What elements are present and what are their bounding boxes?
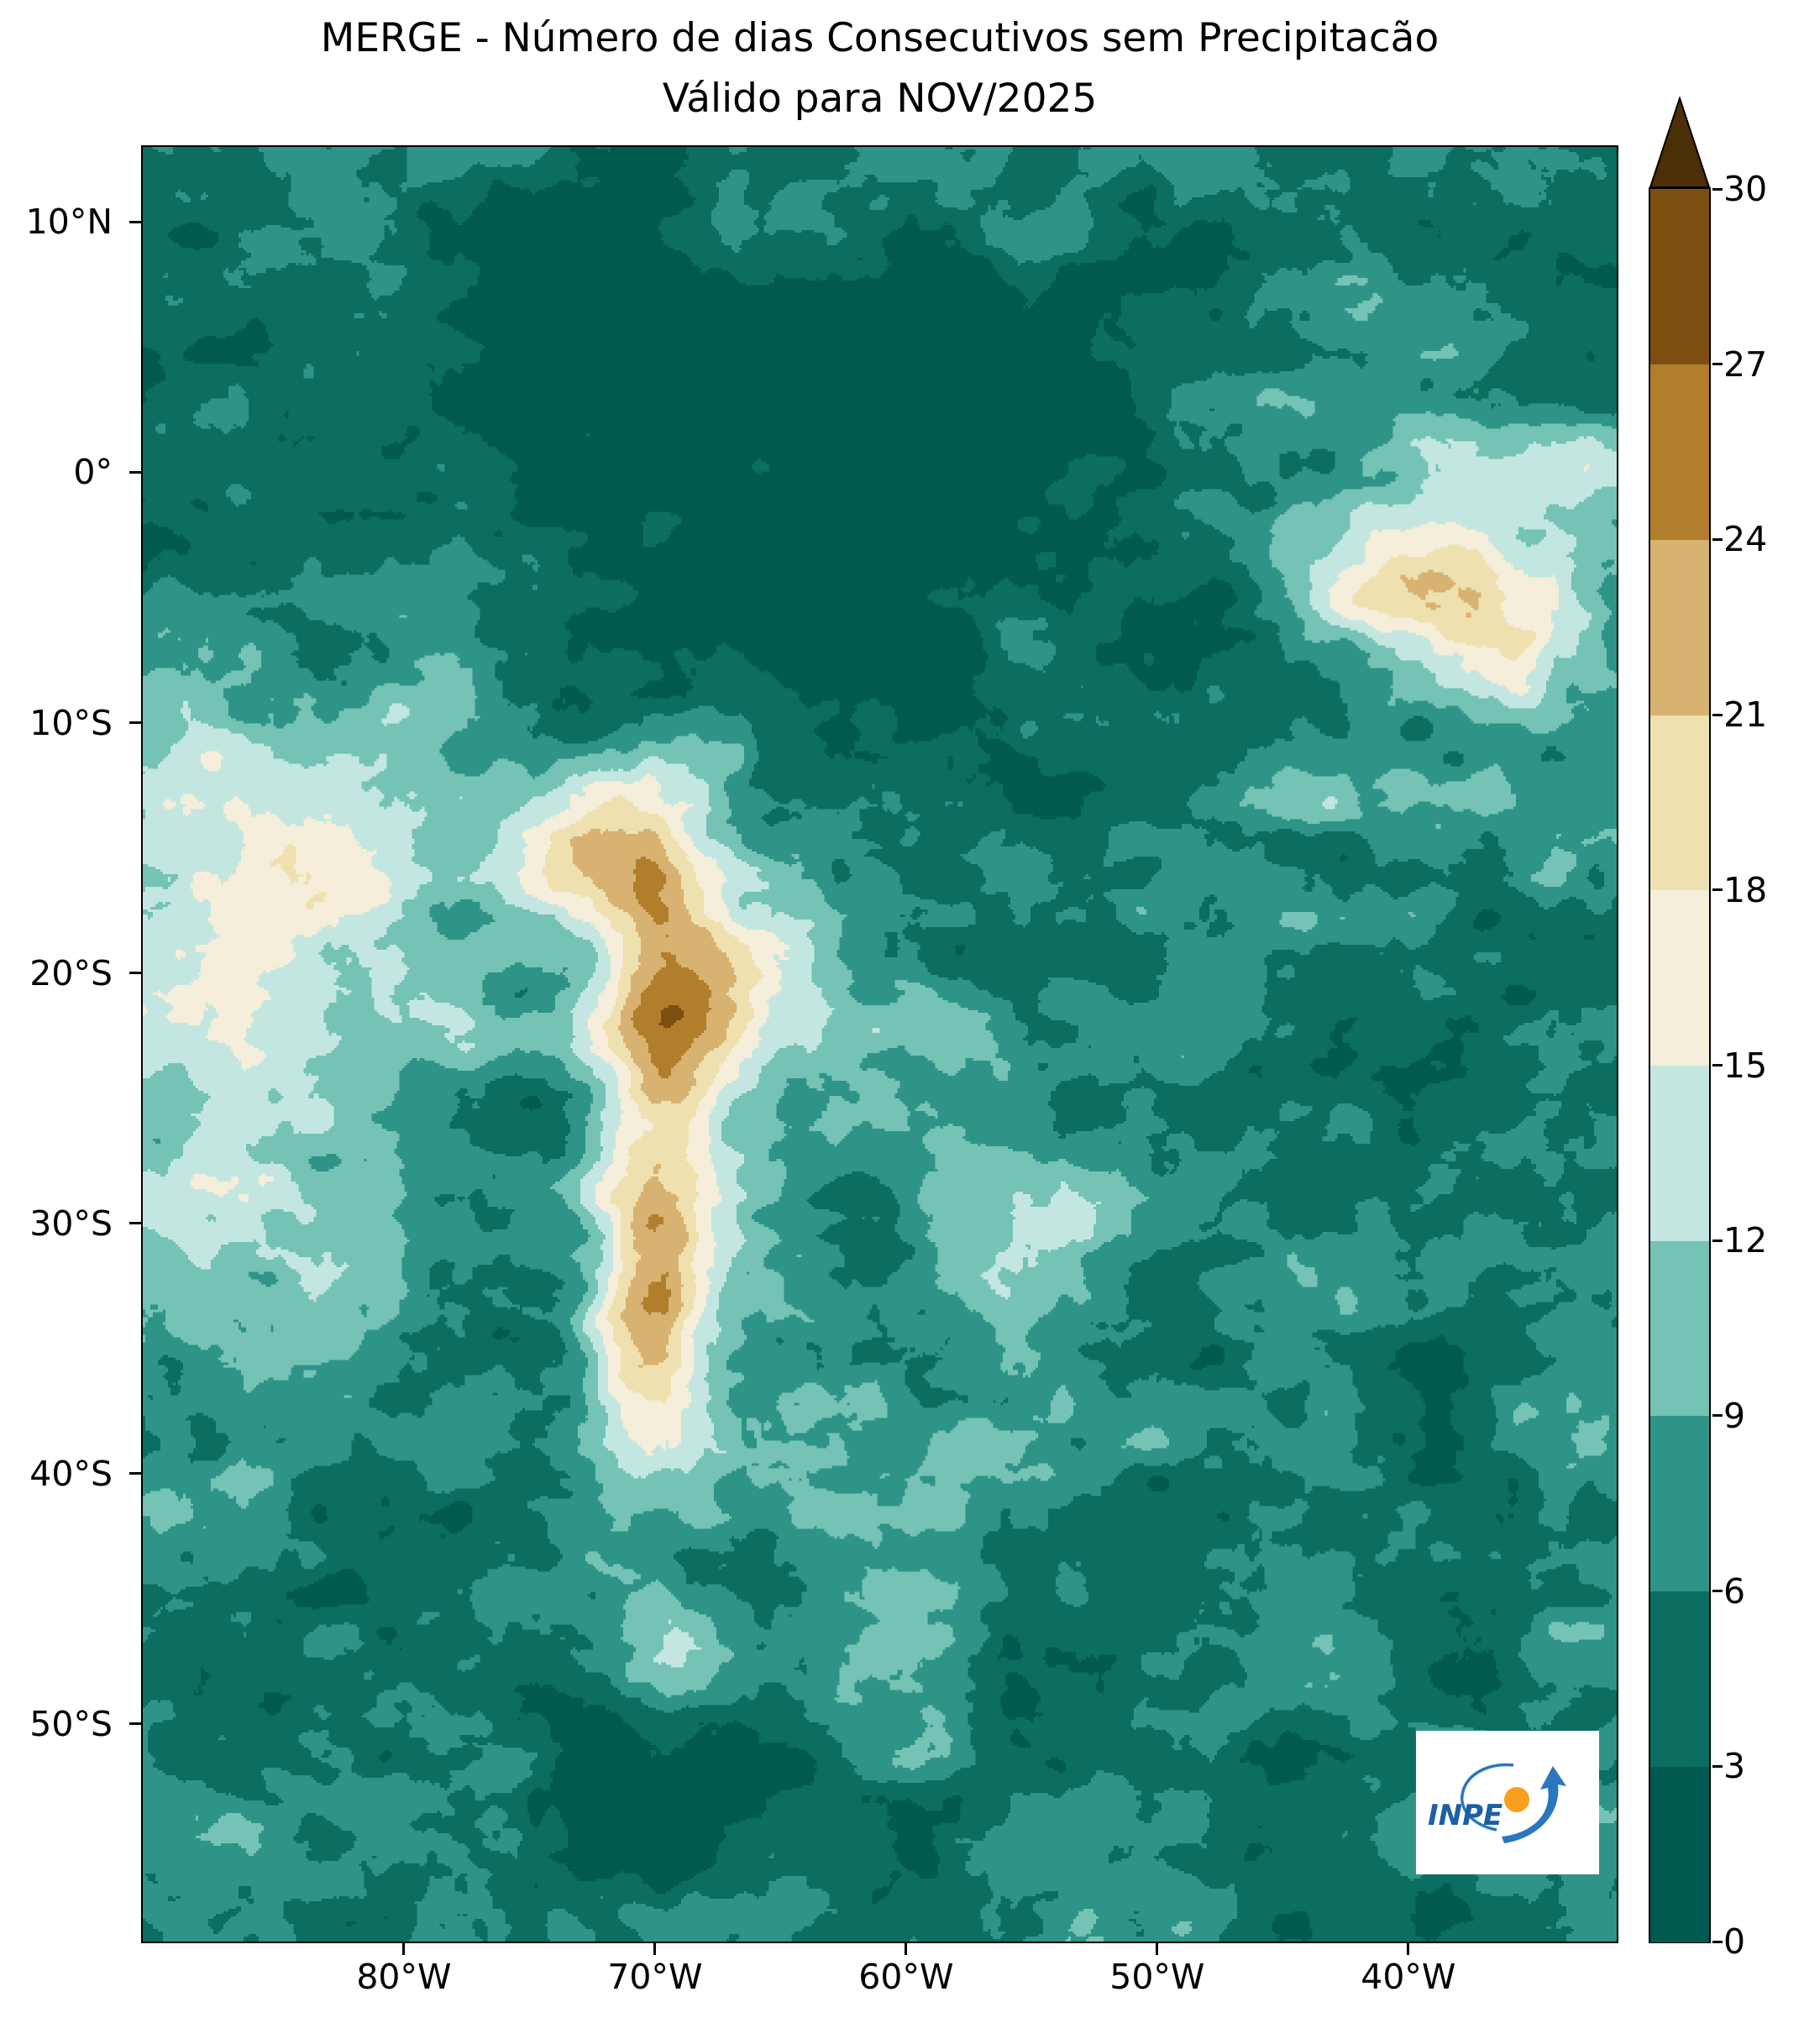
colorbar-segment (1650, 364, 1709, 540)
lat-tick-label: 40°S (29, 1453, 113, 1494)
colorbar-tick-mark (1712, 1414, 1723, 1418)
precip-days-heatmap-canvas (143, 147, 1617, 1942)
colorbar-body (1649, 187, 1711, 1943)
lon-tick-label: 60°W (858, 1957, 954, 1997)
inpe-globe-dot-icon (1504, 1787, 1529, 1812)
colorbar-segment (1650, 1766, 1709, 1942)
inpe-logo-box: INPE (1416, 1731, 1599, 1874)
map-plot-area: INPE (141, 145, 1618, 1943)
lon-tick-label: 80°W (356, 1957, 452, 1997)
colorbar-extend-triangle (1649, 97, 1711, 188)
colorbar-segment (1650, 1065, 1709, 1241)
colorbar-tick-mark (1712, 537, 1723, 541)
lon-tick-mark (653, 1943, 657, 1955)
colorbar-tick-mark (1712, 888, 1723, 892)
map-borders-overlay (143, 147, 1617, 1942)
colorbar-tick-mark (1712, 187, 1723, 191)
lon-tick-mark (1156, 1943, 1159, 1955)
colorbar-tick-mark (1712, 713, 1723, 716)
lon-tick-label: 70°W (607, 1957, 703, 1997)
colorbar-tick-label: 9 (1723, 1395, 1746, 1436)
colorbar-segment (1650, 889, 1709, 1067)
colorbar-tick-label: 15 (1723, 1045, 1768, 1086)
chart-title-line2: Válido para NOV/2025 (662, 76, 1098, 122)
colorbar-tick-mark (1712, 1940, 1723, 1943)
lon-tick-mark (905, 1943, 908, 1955)
colorbar-segment (1650, 1591, 1709, 1767)
lat-tick-label: 10°S (29, 702, 113, 743)
lat-tick-label: 20°S (29, 952, 113, 993)
lon-tick-label: 50°W (1109, 1957, 1205, 1997)
lat-tick-mark (129, 1722, 141, 1726)
colorbar-segment (1650, 1415, 1709, 1592)
lat-tick-mark (129, 972, 141, 975)
colorbar-tick-mark (1712, 363, 1723, 366)
colorbar-tick-label: 21 (1723, 694, 1768, 736)
lat-tick-mark (129, 220, 141, 223)
chart-title: MERGE - Número de dias Consecutivos sem … (143, 8, 1617, 129)
lat-tick-mark (129, 1472, 141, 1475)
colorbar-tick-label: 3 (1723, 1746, 1746, 1787)
colorbar-tick-label: 27 (1723, 343, 1768, 385)
lon-tick-mark (402, 1943, 406, 1955)
colorbar-tick-label: 24 (1723, 519, 1768, 560)
chart-title-line1: MERGE - Número de dias Consecutivos sem … (320, 15, 1440, 61)
lon-tick-label: 40°W (1361, 1957, 1456, 1997)
colorbar-segment (1650, 189, 1709, 365)
lat-tick-mark (129, 470, 141, 474)
colorbar-segment (1650, 715, 1709, 891)
colorbar-tick-label: 0 (1723, 1921, 1746, 1962)
lat-tick-mark (129, 721, 141, 724)
colorbar-tick-mark (1712, 1764, 1723, 1768)
colorbar-tick-label: 12 (1723, 1220, 1768, 1261)
lat-tick-label: 10°N (25, 202, 113, 243)
lat-tick-mark (129, 1222, 141, 1225)
colorbar-segment (1650, 1240, 1709, 1417)
lat-tick-label: 50°S (29, 1703, 113, 1744)
inpe-logo-icon: INPE (1416, 1731, 1599, 1874)
inpe-orbit-icon (1461, 1763, 1514, 1832)
colorbar-tick-mark (1712, 1064, 1723, 1067)
inpe-arrow-swirl-icon (1502, 1766, 1566, 1843)
lon-tick-mark (1407, 1943, 1410, 1955)
lat-tick-label: 0° (73, 452, 113, 493)
colorbar-segment (1650, 539, 1709, 715)
colorbar-tick-mark (1712, 1239, 1723, 1242)
lat-tick-label: 30°S (29, 1203, 113, 1244)
colorbar-tick-label: 18 (1723, 869, 1768, 910)
colorbar-tick-label: 6 (1723, 1570, 1746, 1612)
colorbar-tick-mark (1712, 1590, 1723, 1593)
colorbar-tick-label: 30 (1723, 169, 1768, 209)
inpe-logo-text: INPE (1428, 1799, 1502, 1832)
